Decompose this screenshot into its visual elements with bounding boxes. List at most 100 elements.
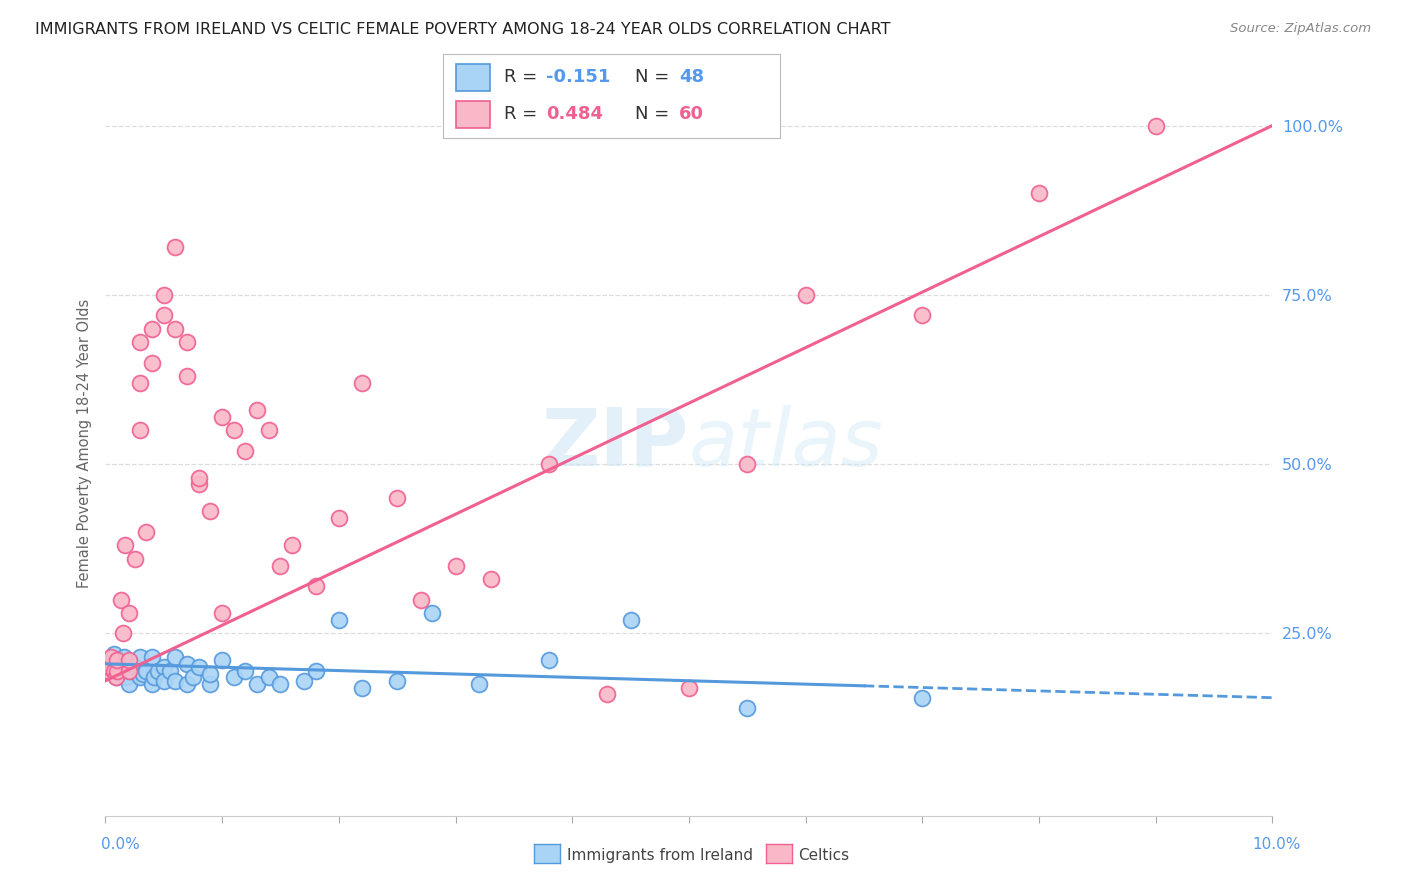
- Point: [105, 664, 128, 678]
- Point: [176, 657, 198, 671]
- Point: [141, 677, 163, 691]
- Point: [200, 667, 222, 681]
- Point: [187, 477, 209, 491]
- Point: [129, 423, 152, 437]
- Point: [129, 335, 152, 350]
- Point: [385, 491, 409, 505]
- Point: [153, 308, 174, 322]
- Point: [304, 664, 326, 678]
- Point: [165, 673, 187, 688]
- Text: R =: R =: [503, 68, 543, 86]
- Point: [352, 376, 374, 390]
- Point: [111, 660, 134, 674]
- Text: 60: 60: [679, 105, 704, 123]
- Point: [304, 579, 326, 593]
- Point: [129, 670, 152, 684]
- Point: [118, 606, 141, 620]
- Point: [141, 321, 163, 335]
- Point: [292, 673, 315, 688]
- Point: [269, 677, 292, 691]
- Point: [911, 308, 934, 322]
- Point: [165, 650, 187, 665]
- Point: [468, 677, 491, 691]
- Text: 48: 48: [679, 68, 704, 86]
- Point: [165, 321, 187, 335]
- Point: [103, 664, 125, 678]
- Text: 0.0%: 0.0%: [101, 838, 141, 852]
- Point: [97, 664, 120, 678]
- Point: [911, 690, 934, 705]
- Point: [269, 558, 292, 573]
- Point: [135, 664, 157, 678]
- Point: [105, 653, 128, 667]
- Text: R =: R =: [503, 105, 543, 123]
- Point: [328, 511, 350, 525]
- Point: [596, 687, 619, 701]
- Point: [211, 409, 233, 424]
- Point: [124, 552, 146, 566]
- Point: [222, 670, 245, 684]
- Point: [537, 457, 560, 471]
- Point: [118, 653, 141, 667]
- Text: 10.0%: 10.0%: [1253, 838, 1301, 852]
- Point: [187, 660, 209, 674]
- Point: [420, 606, 443, 620]
- Point: [97, 660, 120, 674]
- Text: Source: ZipAtlas.com: Source: ZipAtlas.com: [1230, 22, 1371, 36]
- Y-axis label: Female Poverty Among 18-24 Year Olds: Female Poverty Among 18-24 Year Olds: [76, 299, 91, 589]
- Point: [118, 664, 141, 678]
- Point: [181, 670, 204, 684]
- Point: [257, 670, 280, 684]
- Point: [135, 524, 157, 539]
- Point: [111, 626, 134, 640]
- Point: [153, 287, 174, 301]
- Point: [444, 558, 467, 573]
- Point: [132, 667, 155, 681]
- Text: Celtics: Celtics: [799, 848, 849, 863]
- Point: [97, 664, 120, 678]
- Point: [129, 650, 152, 665]
- Text: IMMIGRANTS FROM IRELAND VS CELTIC FEMALE POVERTY AMONG 18-24 YEAR OLDS CORRELATI: IMMIGRANTS FROM IRELAND VS CELTIC FEMALE…: [35, 22, 890, 37]
- Point: [104, 670, 127, 684]
- Point: [100, 650, 122, 665]
- Text: 0.484: 0.484: [546, 105, 603, 123]
- Point: [118, 677, 141, 691]
- Point: [120, 664, 142, 678]
- Point: [235, 664, 257, 678]
- Point: [537, 653, 560, 667]
- Text: ZIP: ZIP: [541, 405, 689, 483]
- FancyBboxPatch shape: [457, 101, 491, 128]
- Point: [257, 423, 280, 437]
- Point: [124, 660, 146, 674]
- Point: [737, 701, 759, 715]
- Point: [246, 677, 269, 691]
- Point: [110, 592, 132, 607]
- Point: [222, 423, 245, 437]
- Point: [737, 457, 759, 471]
- Point: [1144, 119, 1167, 133]
- Text: atlas: atlas: [689, 405, 884, 483]
- Text: N =: N =: [636, 68, 675, 86]
- FancyBboxPatch shape: [457, 63, 491, 91]
- Point: [100, 660, 122, 674]
- Point: [479, 572, 502, 586]
- Point: [409, 592, 432, 607]
- Point: [112, 650, 135, 665]
- Point: [115, 670, 138, 684]
- Point: [176, 677, 198, 691]
- Point: [104, 670, 127, 684]
- Point: [235, 443, 257, 458]
- Point: [176, 369, 198, 384]
- Point: [246, 403, 269, 417]
- Point: [114, 538, 136, 552]
- Point: [328, 613, 350, 627]
- Point: [146, 664, 169, 678]
- Point: [105, 653, 128, 667]
- Point: [281, 538, 304, 552]
- Point: [129, 376, 152, 390]
- Point: [794, 287, 817, 301]
- Point: [211, 653, 233, 667]
- Point: [187, 470, 209, 484]
- Point: [619, 613, 641, 627]
- Point: [141, 650, 163, 665]
